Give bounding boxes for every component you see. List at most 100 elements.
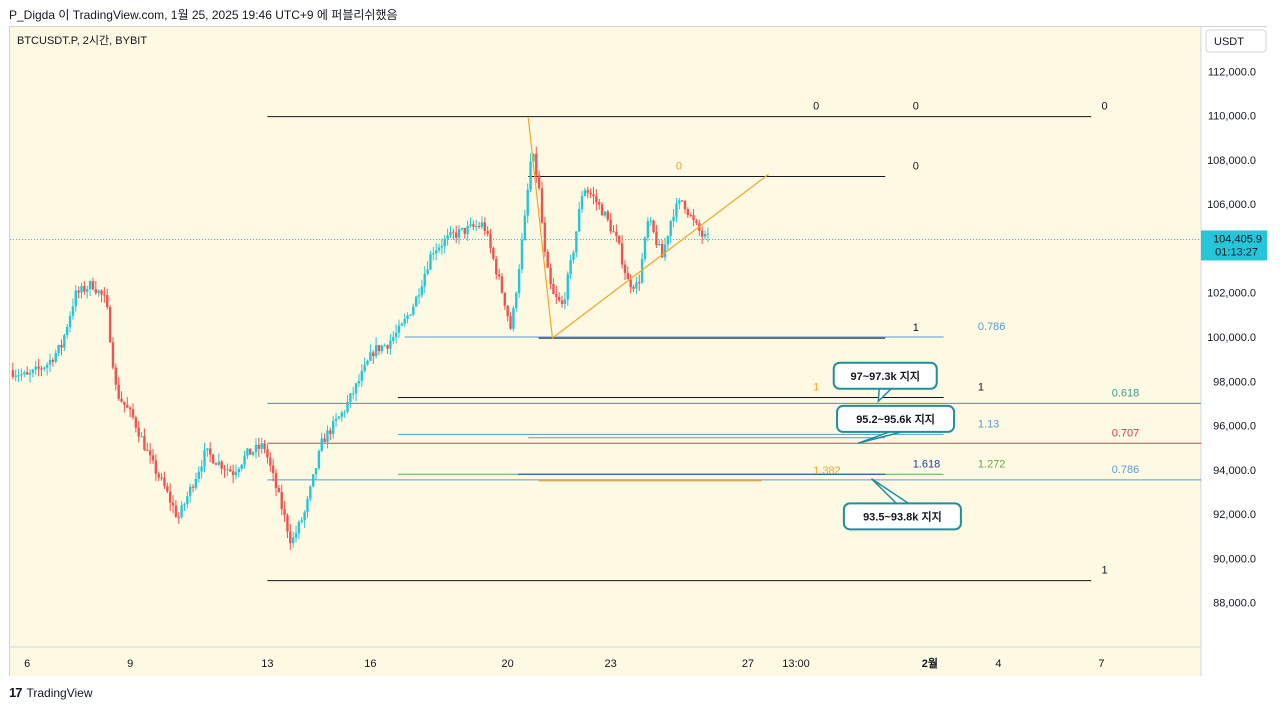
candle-body	[231, 471, 235, 476]
candle-body	[326, 430, 329, 443]
time-tick-label: 7	[1098, 658, 1104, 670]
currency-button[interactable]	[1205, 29, 1267, 53]
time-tick-label: 4	[995, 658, 1001, 670]
candle-body	[137, 427, 140, 437]
candle-body	[45, 364, 49, 368]
candle-body	[240, 464, 243, 469]
candle-body	[394, 332, 398, 338]
candle-body	[638, 282, 641, 284]
price-tick-label: 98,000.0	[1213, 376, 1256, 388]
candle-body	[403, 318, 406, 324]
level-label: 1	[913, 322, 919, 334]
candle-body	[203, 450, 206, 467]
time-tick-label: 6	[24, 658, 30, 670]
price-tick-label: 108,000.0	[1207, 155, 1256, 167]
candle-body	[63, 335, 66, 348]
current-price-badge	[1201, 230, 1267, 261]
candle-body	[646, 221, 650, 238]
candle-body	[512, 308, 515, 329]
candle-body	[114, 367, 118, 385]
candle-body	[120, 398, 123, 402]
candle-body	[346, 401, 349, 412]
current-price-label: 104,405.9	[1213, 233, 1262, 245]
price-tick-label: 96,000.0	[1213, 421, 1256, 433]
candle-body	[700, 230, 704, 237]
candle-body	[706, 233, 710, 235]
candle-body	[332, 420, 335, 434]
candle-body	[434, 250, 438, 254]
time-tick-label: 20	[502, 658, 514, 670]
candle-body	[454, 232, 458, 238]
candle-body	[223, 468, 226, 470]
candle-body	[483, 222, 486, 231]
candle-body	[549, 267, 552, 285]
candle-body	[629, 279, 632, 288]
candle-body	[692, 215, 695, 221]
candle-body	[140, 436, 143, 438]
candle-body	[552, 284, 555, 295]
candle-body	[546, 251, 549, 268]
candle-body	[289, 531, 292, 544]
candle-body	[323, 438, 326, 443]
candle-body	[354, 383, 358, 394]
candle-body	[214, 463, 218, 465]
bar-countdown-label: 01:13:27	[1215, 246, 1258, 258]
candle-body	[655, 231, 658, 246]
candle-body	[48, 359, 52, 365]
candle-body	[188, 486, 192, 497]
candle-body	[469, 224, 472, 226]
candle-body	[672, 216, 675, 222]
candle-body	[414, 296, 418, 307]
candle-body	[472, 224, 475, 227]
candle-body	[11, 370, 15, 377]
time-tick-label: 9	[127, 658, 133, 670]
candle-body	[20, 374, 23, 376]
candle-body	[526, 189, 529, 216]
callout-text: 95.2~95.6k 지지	[856, 412, 935, 426]
tradingview-logo[interactable]: 17 TradingView	[9, 685, 93, 700]
candle-body	[623, 264, 627, 274]
level-label: 1.13	[978, 418, 999, 430]
candle-body	[134, 417, 138, 428]
candle-body	[563, 299, 567, 304]
candles-layer	[11, 146, 710, 550]
candle-body	[194, 478, 198, 488]
candle-body	[66, 327, 69, 336]
candle-body	[68, 315, 72, 328]
candle-body	[486, 230, 489, 234]
candle-body	[363, 364, 366, 372]
candle-body	[43, 367, 46, 370]
candle-body	[440, 246, 444, 248]
level-label: 0	[913, 160, 919, 172]
price-tick-label: 106,000.0	[1207, 199, 1256, 211]
candle-body	[635, 282, 638, 289]
candle-body	[389, 340, 392, 349]
candle-body	[277, 488, 281, 493]
candle-body	[569, 259, 572, 275]
candle-body	[220, 461, 223, 469]
level-label: 0	[813, 101, 819, 113]
candle-body	[291, 537, 295, 544]
candle-body	[88, 281, 92, 290]
candle-body	[246, 448, 249, 456]
level-label: 1	[1101, 565, 1107, 577]
candle-body	[606, 211, 609, 220]
candle-body	[663, 244, 667, 258]
candle-body	[703, 234, 707, 237]
candle-body	[417, 295, 421, 297]
callout-pointer	[870, 478, 909, 504]
callouts-layer: 97~97.3k 지지 95.2~95.6k 지지 93.5~93.8k 지지	[832, 361, 962, 531]
price-tick-label: 100,000.0	[1207, 332, 1256, 344]
candle-body	[686, 209, 690, 215]
price-tick-label: 88,000.0	[1213, 598, 1256, 610]
candle-body	[191, 486, 195, 488]
level-label: 0.786	[1112, 464, 1140, 476]
candle-body	[157, 473, 160, 478]
candle-body	[266, 449, 269, 458]
candle-body	[560, 300, 564, 304]
candle-body	[111, 342, 115, 368]
candle-body	[446, 235, 449, 240]
time-tick-label: 13:00	[782, 658, 810, 670]
candle-body	[658, 243, 661, 246]
